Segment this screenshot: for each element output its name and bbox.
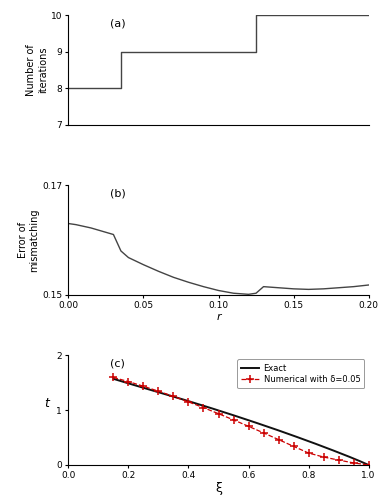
Text: (b): (b)	[111, 188, 126, 198]
Numerical with δ=0.05	[201, 404, 206, 410]
Numerical with δ=0.05	[231, 417, 236, 423]
Numerical with δ=0.05	[261, 430, 266, 436]
Numerical with δ=0.05	[126, 378, 131, 384]
Text: (a): (a)	[111, 18, 126, 28]
Legend: Exact, Numerical with δ=0.05: Exact, Numerical with δ=0.05	[237, 360, 364, 388]
Numerical with δ=0.05	[141, 384, 146, 390]
Exact	[111, 376, 116, 382]
Y-axis label: Number of
iterations: Number of iterations	[26, 44, 48, 96]
Numerical with δ=0.05	[246, 424, 251, 430]
Y-axis label: Error of
mismatching: Error of mismatching	[17, 208, 39, 272]
Exact	[262, 422, 267, 428]
Numerical with δ=0.05	[321, 454, 326, 460]
Line: Exact: Exact	[113, 379, 369, 465]
Numerical with δ=0.05	[171, 394, 176, 400]
Numerical with δ=0.05	[291, 444, 296, 450]
Numerical with δ=0.05	[216, 410, 221, 416]
Exact	[342, 452, 347, 458]
Text: (c): (c)	[111, 358, 125, 368]
Line: Numerical with δ=0.05: Numerical with δ=0.05	[109, 374, 372, 469]
Numerical with δ=0.05	[306, 450, 311, 456]
Numerical with δ=0.05	[366, 462, 371, 468]
X-axis label: r: r	[216, 312, 221, 322]
Exact	[112, 376, 117, 382]
Numerical with δ=0.05	[351, 460, 356, 466]
Exact	[267, 424, 272, 430]
Numerical with δ=0.05	[156, 388, 161, 394]
Exact	[366, 462, 371, 468]
Exact	[263, 423, 268, 429]
X-axis label: ξ: ξ	[215, 482, 222, 494]
Numerical with δ=0.05	[276, 436, 281, 442]
Numerical with δ=0.05	[111, 374, 116, 380]
Y-axis label: t: t	[44, 397, 49, 410]
Numerical with δ=0.05	[186, 399, 191, 405]
Numerical with δ=0.05	[336, 457, 341, 463]
Exact	[326, 446, 331, 452]
